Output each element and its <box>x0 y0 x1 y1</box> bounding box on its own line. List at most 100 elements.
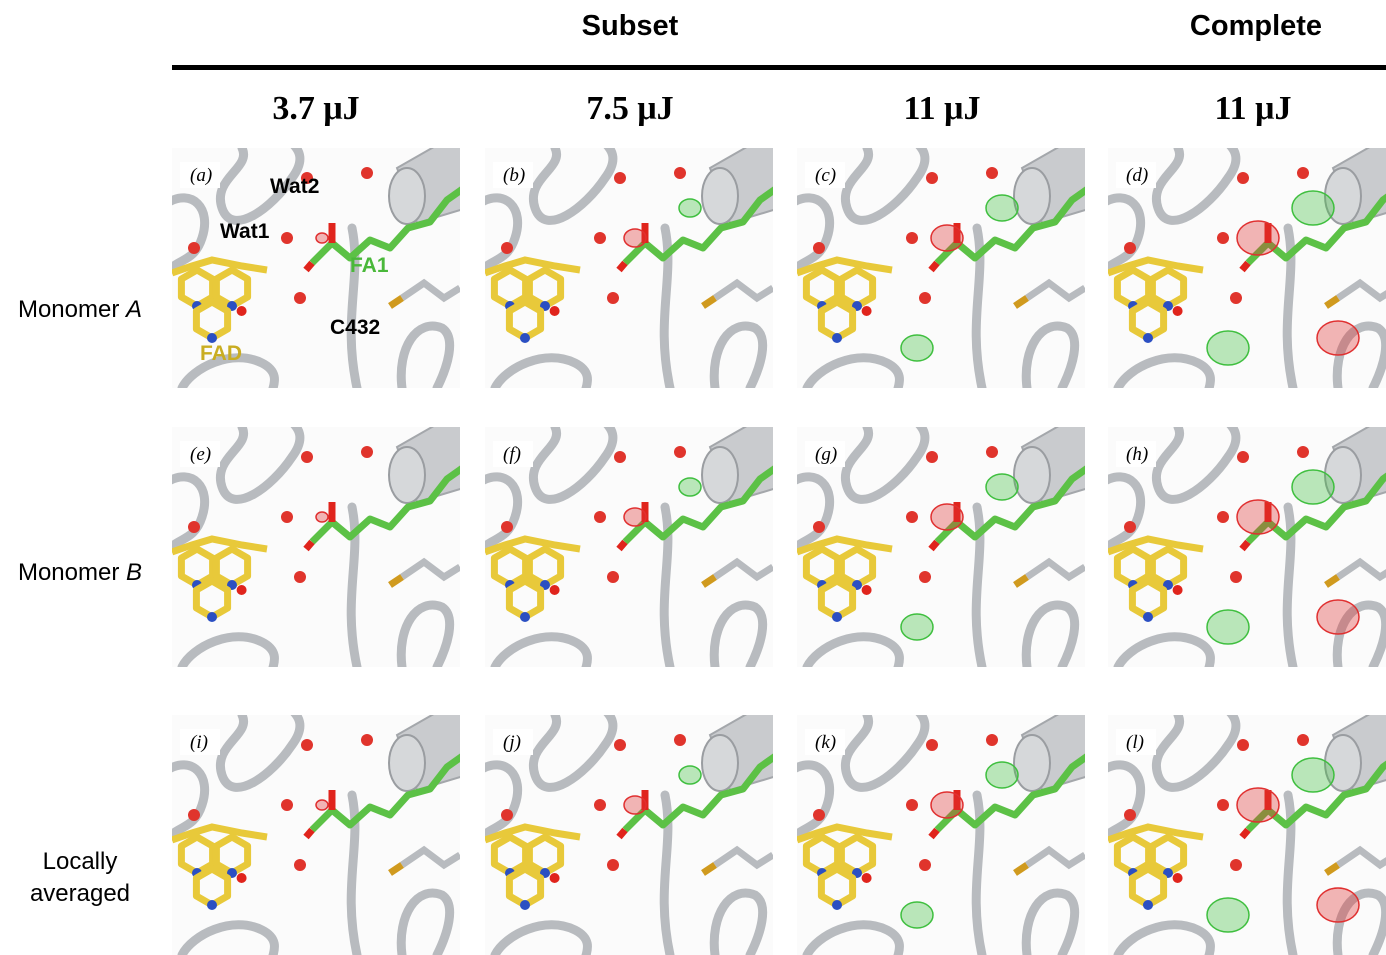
density-mesh <box>1292 191 1334 225</box>
oxygen-atom <box>1173 585 1183 595</box>
water <box>281 232 293 244</box>
oxygen-atom <box>862 873 872 883</box>
panel-image: (d) <box>1108 148 1386 388</box>
nitrogen-atom <box>520 333 530 343</box>
water <box>607 571 619 583</box>
density-mesh <box>901 902 933 928</box>
water <box>813 242 825 254</box>
panel-image: (c) <box>797 148 1085 388</box>
cartoon-helix-end <box>702 447 738 503</box>
water <box>813 521 825 533</box>
nitrogen-atom <box>832 612 842 622</box>
water <box>501 809 513 821</box>
nitrogen-atom <box>520 900 530 910</box>
cartoon-helix-end <box>389 735 425 791</box>
column-header: 3.7 μJ <box>272 90 359 128</box>
density-mesh <box>316 800 328 810</box>
oxygen-atom <box>1173 873 1183 883</box>
annotation: C432 <box>330 316 380 339</box>
cartoon-helix-end <box>389 447 425 503</box>
cartoon-helix-end <box>1014 168 1050 224</box>
structure-panel: (c) <box>797 148 1085 388</box>
density-mesh <box>624 229 646 247</box>
density-mesh <box>986 195 1018 221</box>
row-label-italic: B <box>126 559 142 586</box>
row-label-line: averaged <box>0 878 160 910</box>
water <box>294 292 306 304</box>
panel-image: (e) <box>172 427 460 667</box>
annotation: FA1 <box>350 254 389 277</box>
carboxyl-oxygen <box>619 263 625 270</box>
water <box>1237 451 1249 463</box>
water <box>986 167 998 179</box>
density-mesh <box>1317 321 1359 355</box>
water <box>501 242 513 254</box>
water <box>301 451 313 463</box>
panel-label: (j) <box>503 732 521 753</box>
water <box>906 511 918 523</box>
row-label-line: Locally <box>0 846 160 878</box>
oxygen-atom <box>237 306 247 316</box>
nitrogen-atom <box>1143 612 1153 622</box>
structure-panel: (f) <box>485 427 773 667</box>
density-mesh <box>679 199 701 217</box>
water <box>986 734 998 746</box>
density-mesh <box>901 335 933 361</box>
oxygen-atom <box>237 585 247 595</box>
oxygen-atom <box>550 873 560 883</box>
panel-label: (h) <box>1126 444 1148 465</box>
carboxyl-oxygen <box>306 263 312 270</box>
water <box>188 242 200 254</box>
water <box>1230 859 1242 871</box>
density-mesh <box>679 766 701 784</box>
water <box>614 451 626 463</box>
column-header: 11 μJ <box>904 90 981 128</box>
structure-panel: (h) <box>1108 427 1386 667</box>
density-mesh <box>901 614 933 640</box>
group-header: Subset <box>582 10 679 43</box>
carboxyl-oxygen <box>1242 830 1248 837</box>
structure-panel: (j) <box>485 715 773 955</box>
structure-panel: (i) <box>172 715 460 955</box>
water <box>188 809 200 821</box>
panel-image: (l) <box>1108 715 1386 955</box>
nitrogen-atom <box>207 900 217 910</box>
panel-image: (j) <box>485 715 773 955</box>
panel-label: (c) <box>815 165 836 186</box>
panel-label: (f) <box>503 444 521 465</box>
water <box>281 799 293 811</box>
water <box>906 232 918 244</box>
oxygen-atom <box>550 585 560 595</box>
density-mesh <box>624 796 646 814</box>
panel-image: (b) <box>485 148 773 388</box>
density-mesh <box>624 508 646 526</box>
density-mesh <box>1317 600 1359 634</box>
water <box>986 446 998 458</box>
carboxyl-oxygen <box>1242 263 1248 270</box>
panel-image: (f) <box>485 427 773 667</box>
row-label: Monomer A <box>0 294 160 326</box>
cartoon-helix-end <box>702 735 738 791</box>
row-label-text: Monomer <box>18 296 119 323</box>
group-header: Complete <box>1190 10 1322 43</box>
water <box>614 172 626 184</box>
structure-panel: (b) <box>485 148 773 388</box>
oxygen-atom <box>862 306 872 316</box>
water <box>919 859 931 871</box>
carboxyl-oxygen <box>619 542 625 549</box>
nitrogen-atom <box>207 612 217 622</box>
cartoon-helix-end <box>1014 735 1050 791</box>
water <box>674 446 686 458</box>
density-mesh <box>1292 758 1334 792</box>
water <box>919 571 931 583</box>
panel-label: (e) <box>190 444 211 465</box>
panel-label: (a) <box>190 165 212 186</box>
water <box>188 521 200 533</box>
water <box>361 446 373 458</box>
nitrogen-atom <box>1143 900 1153 910</box>
density-mesh <box>1237 788 1279 822</box>
density-mesh <box>986 762 1018 788</box>
water <box>607 859 619 871</box>
water <box>1124 521 1136 533</box>
